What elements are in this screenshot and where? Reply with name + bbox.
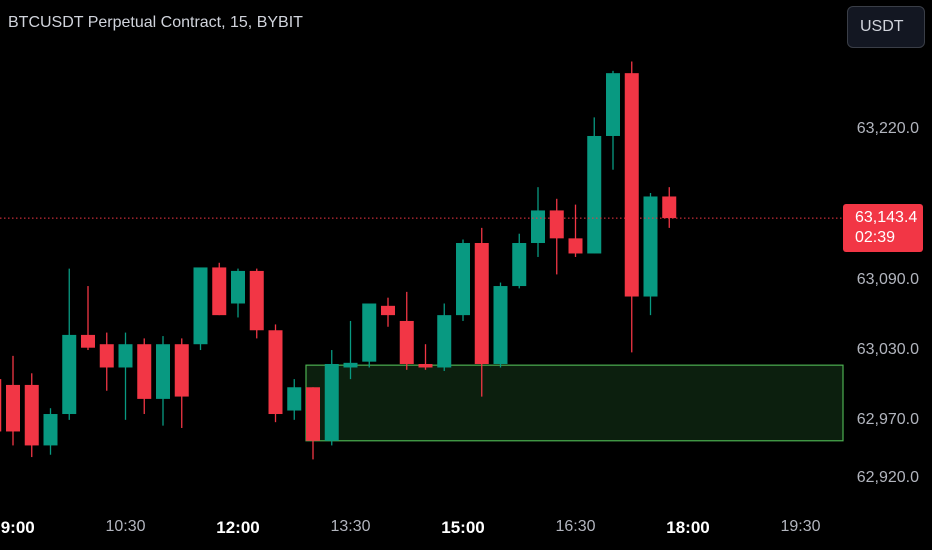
- candle-body: [512, 243, 527, 287]
- candle: [549, 198, 564, 275]
- candle-body: [24, 384, 39, 446]
- candle-body: [643, 196, 658, 297]
- candle: [306, 387, 320, 460]
- candle: [606, 70, 620, 170]
- candle: [6, 355, 20, 446]
- candle-body: [456, 243, 470, 316]
- candle: [231, 268, 245, 318]
- support-zone: [305, 364, 844, 442]
- candle: [193, 267, 208, 351]
- candle-body: [287, 387, 302, 411]
- candle-body: [156, 344, 170, 399]
- candle: [343, 320, 358, 380]
- candle: [249, 268, 264, 339]
- candle-body: [81, 334, 95, 348]
- candle: [268, 324, 283, 423]
- candle: [587, 117, 602, 254]
- time-tick-label: 12:00: [216, 518, 260, 537]
- price-tick-label: 62,920.0: [856, 469, 919, 486]
- price-tick-label: 62,970.0: [856, 410, 919, 428]
- candle: [62, 268, 77, 420]
- candle-body: [231, 270, 245, 304]
- time-tick-label: 09:00: [0, 518, 35, 537]
- candle-body: [6, 384, 20, 432]
- candle: [118, 332, 133, 420]
- candle-body: [418, 363, 433, 368]
- candle: [643, 192, 658, 316]
- chart-title: BTCUSDT Perpetual Contract, 15, BYBIT: [8, 14, 303, 31]
- last-price-tag: 63,143.4 02:39: [843, 204, 923, 252]
- candle-body: [662, 196, 677, 219]
- candle: [137, 338, 152, 415]
- candle-body: [174, 344, 189, 397]
- candle-body: [531, 210, 545, 244]
- candle: [81, 286, 95, 351]
- candle: [156, 336, 170, 426]
- candle-body: [587, 135, 602, 254]
- time-tick-label: 15:00: [441, 518, 485, 537]
- candle: [43, 408, 58, 455]
- candle-body: [268, 330, 283, 415]
- time-tick-label: 10:30: [105, 518, 146, 535]
- candle-body: [62, 334, 77, 415]
- candle-body: [474, 243, 489, 364]
- candle-body: [99, 344, 114, 368]
- candle: [512, 233, 527, 289]
- candle: [99, 332, 114, 391]
- price-tick-label: 63,030.0: [856, 341, 919, 359]
- candle-body: [343, 362, 358, 368]
- candle-body: [212, 267, 227, 316]
- candle-body: [0, 379, 2, 432]
- bar-countdown: 02:39: [855, 229, 896, 246]
- candle: [662, 187, 677, 228]
- candle: [493, 282, 508, 368]
- candle-body: [549, 210, 564, 239]
- candle: [0, 379, 2, 432]
- candle-body: [118, 344, 133, 368]
- candle-body: [43, 414, 58, 446]
- candle: [437, 303, 452, 371]
- price-tick-label: 63,220.0: [856, 120, 919, 137]
- currency-button[interactable]: USDT: [847, 6, 925, 48]
- candle: [531, 187, 545, 257]
- candle: [174, 338, 189, 428]
- candle-body: [437, 315, 452, 368]
- candle-body: [137, 344, 152, 399]
- last-price-value: 63,143.4: [855, 209, 918, 226]
- candle-body: [193, 267, 208, 345]
- time-tick-label: 18:00: [666, 518, 710, 537]
- candle-body: [362, 303, 377, 362]
- candle-body: [624, 73, 639, 297]
- time-tick-label: 16:30: [555, 518, 596, 535]
- candle: [212, 262, 227, 316]
- candle-body: [249, 270, 264, 331]
- candle: [568, 204, 583, 257]
- candle: [362, 303, 377, 368]
- candle-body: [324, 363, 339, 441]
- candle: [418, 344, 433, 370]
- candle: [24, 373, 39, 458]
- candle-body: [399, 320, 414, 364]
- candle-body: [493, 286, 508, 364]
- candle-body: [381, 305, 395, 316]
- candle-body: [606, 73, 620, 136]
- price-tick-label: 63,090.0: [856, 271, 919, 289]
- candle: [456, 239, 470, 321]
- candle: [399, 291, 414, 370]
- candle: [287, 379, 302, 420]
- candle: [474, 227, 489, 397]
- candle-body: [568, 238, 583, 254]
- candle: [381, 297, 395, 327]
- candle: [624, 61, 639, 353]
- time-tick-label: 19:30: [780, 518, 821, 535]
- candle: [324, 350, 339, 446]
- time-tick-label: 13:30: [330, 518, 371, 535]
- candle-body: [306, 387, 320, 441]
